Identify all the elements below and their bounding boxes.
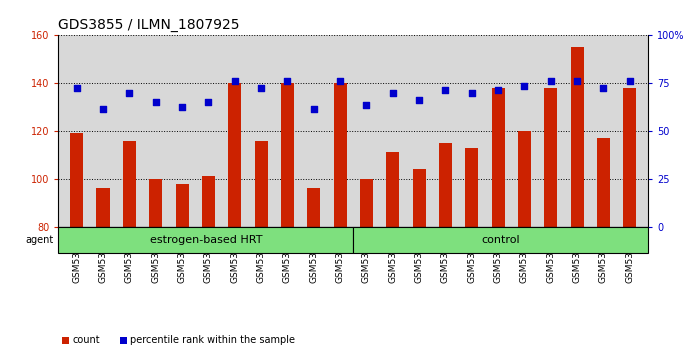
Point	[624, 78, 635, 84]
Point	[598, 85, 609, 91]
Bar	[571, 47, 584, 227]
Bar	[281, 83, 294, 227]
Point	[282, 78, 293, 84]
Point	[466, 90, 477, 96]
Bar	[333, 83, 346, 227]
Point	[229, 78, 240, 84]
Bar	[465, 148, 478, 227]
Bar	[412, 169, 426, 227]
Bar	[492, 88, 505, 227]
Text: count: count	[72, 336, 99, 346]
Bar	[149, 179, 163, 227]
Bar	[202, 176, 215, 227]
Point	[519, 83, 530, 88]
Bar	[97, 188, 110, 227]
Point	[545, 78, 556, 84]
Bar	[386, 153, 399, 227]
Bar	[597, 138, 610, 227]
Point	[440, 87, 451, 93]
Text: control: control	[482, 235, 520, 245]
Bar	[518, 131, 531, 227]
Point	[308, 107, 319, 112]
Bar	[307, 188, 320, 227]
Bar	[544, 88, 558, 227]
Point	[571, 78, 582, 84]
Point	[493, 87, 504, 93]
Bar	[70, 133, 83, 227]
Bar	[228, 83, 241, 227]
Bar	[360, 179, 373, 227]
Text: percentile rank within the sample: percentile rank within the sample	[130, 336, 296, 346]
Point	[203, 99, 214, 105]
Point	[361, 102, 372, 108]
Point	[414, 97, 425, 103]
Point	[388, 90, 399, 96]
Point	[176, 104, 187, 110]
Bar	[439, 143, 452, 227]
Point	[124, 90, 135, 96]
Point	[335, 78, 346, 84]
Text: agent: agent	[25, 235, 54, 245]
Point	[71, 85, 82, 91]
Bar	[624, 88, 637, 227]
Point	[256, 85, 267, 91]
Text: GDS3855 / ILMN_1807925: GDS3855 / ILMN_1807925	[58, 18, 240, 32]
Text: estrogen-based HRT: estrogen-based HRT	[150, 235, 262, 245]
Bar	[255, 141, 268, 227]
Bar	[123, 141, 136, 227]
Point	[97, 107, 108, 112]
Point	[150, 99, 161, 105]
Bar	[176, 183, 189, 227]
